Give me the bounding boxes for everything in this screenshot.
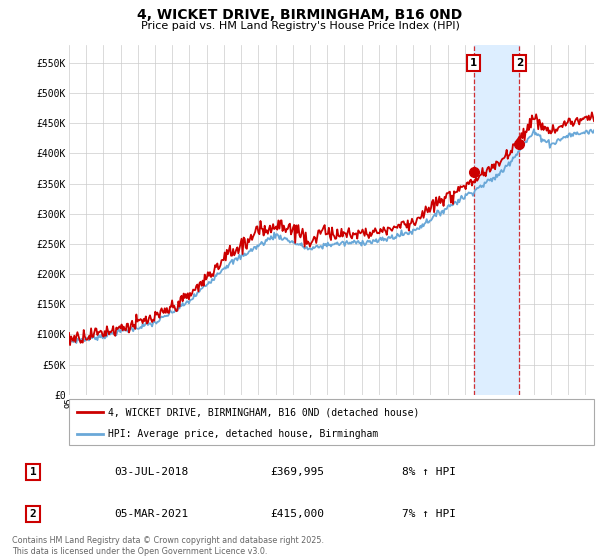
Text: HPI: Average price, detached house, Birmingham: HPI: Average price, detached house, Birm… bbox=[109, 429, 379, 438]
Text: 4, WICKET DRIVE, BIRMINGHAM, B16 0ND (detached house): 4, WICKET DRIVE, BIRMINGHAM, B16 0ND (de… bbox=[109, 407, 420, 417]
Text: £369,995: £369,995 bbox=[270, 467, 324, 477]
Text: 1: 1 bbox=[470, 58, 477, 68]
Text: 05-MAR-2021: 05-MAR-2021 bbox=[114, 509, 188, 519]
Text: 1: 1 bbox=[29, 467, 37, 477]
Text: Price paid vs. HM Land Registry's House Price Index (HPI): Price paid vs. HM Land Registry's House … bbox=[140, 21, 460, 31]
Text: Contains HM Land Registry data © Crown copyright and database right 2025.
This d: Contains HM Land Registry data © Crown c… bbox=[12, 536, 324, 556]
Text: £415,000: £415,000 bbox=[270, 509, 324, 519]
Bar bbox=[473, 45, 520, 395]
Text: 2: 2 bbox=[516, 58, 523, 68]
Text: 4, WICKET DRIVE, BIRMINGHAM, B16 0ND: 4, WICKET DRIVE, BIRMINGHAM, B16 0ND bbox=[137, 8, 463, 22]
Text: 8% ↑ HPI: 8% ↑ HPI bbox=[402, 467, 456, 477]
Text: 03-JUL-2018: 03-JUL-2018 bbox=[114, 467, 188, 477]
Text: 2: 2 bbox=[29, 509, 37, 519]
Text: 7% ↑ HPI: 7% ↑ HPI bbox=[402, 509, 456, 519]
FancyBboxPatch shape bbox=[69, 399, 594, 445]
